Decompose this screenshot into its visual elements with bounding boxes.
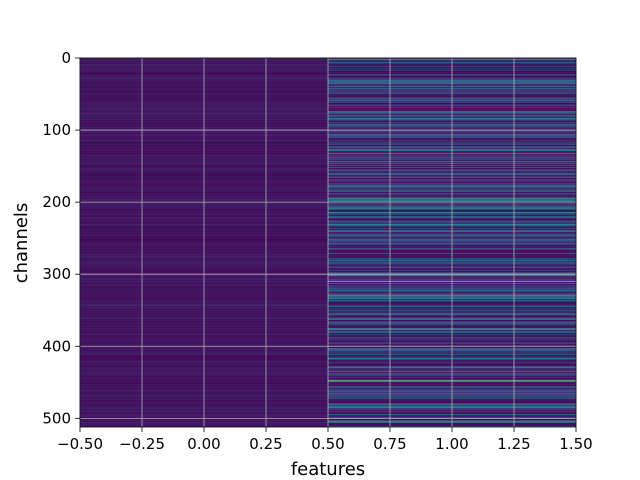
x-tick-label: 1.25 <box>497 435 530 453</box>
x-tick-label: 0.00 <box>187 435 220 453</box>
y-tick-label: 0 <box>61 49 71 67</box>
y-tick-label: 300 <box>42 265 71 283</box>
plot-area <box>79 57 577 428</box>
y-tick-label: 200 <box>42 193 71 211</box>
y-tick-label: 400 <box>42 337 71 355</box>
x-tick-label: 0.50 <box>311 435 344 453</box>
y-axis: 0 100 200 300 400 500 <box>42 49 80 427</box>
x-tick-label: 1.00 <box>435 435 468 453</box>
x-tick-label: −0.25 <box>119 435 165 453</box>
x-tick-label: 1.50 <box>559 435 592 453</box>
x-tick-label: 0.25 <box>249 435 282 453</box>
y-tick-label: 100 <box>42 121 71 139</box>
x-axis-label: features <box>291 459 365 480</box>
x-tick-label: −0.50 <box>57 435 103 453</box>
y-tick-label: 500 <box>42 409 71 427</box>
y-axis-label: channels <box>11 203 32 284</box>
x-axis: −0.50 −0.25 0.00 0.25 0.50 0.75 1.00 1.25 1.50 <box>57 427 593 453</box>
x-tick-label: 0.75 <box>373 435 406 453</box>
